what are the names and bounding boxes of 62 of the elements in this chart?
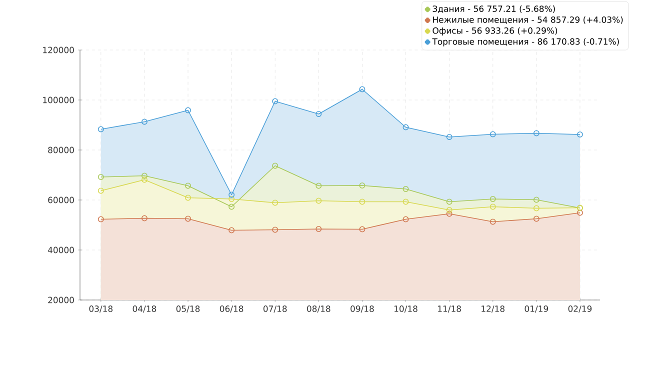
y-tick-label: 40000 — [48, 246, 74, 254]
x-tick-label: 05/18 — [176, 306, 200, 313]
point — [185, 107, 192, 114]
point — [446, 207, 452, 213]
point — [141, 215, 148, 222]
point — [359, 198, 366, 205]
point — [185, 216, 192, 222]
point — [228, 227, 235, 234]
legend-label: Офисы - 56 933.26 (+0.29%) — [432, 27, 558, 36]
x-tick-label: 11/18 — [438, 306, 461, 313]
point — [316, 198, 322, 204]
x-tick-label: 07/18 — [263, 306, 287, 313]
point — [446, 210, 452, 217]
x-tick-label: 12/18 — [482, 306, 504, 313]
point — [533, 130, 540, 136]
point — [533, 196, 540, 203]
point — [402, 216, 409, 222]
x-tick-label: 09/18 — [350, 306, 374, 313]
point — [533, 205, 540, 212]
point — [316, 226, 322, 232]
point — [402, 186, 409, 192]
point — [228, 192, 235, 198]
point — [185, 194, 192, 201]
point — [272, 200, 278, 206]
point — [446, 198, 452, 205]
y-tick-label: 100000 — [43, 96, 74, 104]
y-tick-label: 60000 — [48, 196, 74, 204]
legend-label: Торговые помещения - 86 170.83 (-0.71%) — [432, 38, 619, 46]
point — [402, 124, 409, 130]
y-tick-label: 120000 — [43, 46, 74, 54]
x-tick-label: 10/18 — [394, 306, 418, 313]
legend-label: Нежилые помещения - 54 857.29 (+4.03%) — [433, 16, 623, 24]
point — [490, 131, 496, 138]
point — [141, 118, 148, 125]
x-tick-label: 06/18 — [220, 306, 244, 313]
point — [185, 182, 192, 189]
x-tick-label: 03/18 — [89, 306, 113, 313]
point — [359, 86, 366, 92]
point — [446, 134, 452, 140]
point — [533, 216, 540, 222]
y-tick-label: 20000 — [48, 296, 74, 304]
x-tick-label: 01/19 — [524, 306, 548, 313]
point — [316, 182, 322, 189]
point — [228, 204, 235, 210]
y-tick-label: 80000 — [48, 146, 74, 154]
point — [359, 182, 366, 188]
point — [359, 226, 366, 232]
legend-label: Здания - 56 757.21 (-5.68%) — [432, 5, 555, 14]
point — [141, 172, 148, 179]
point — [402, 198, 409, 205]
point — [141, 176, 148, 183]
point — [490, 196, 496, 202]
point — [272, 226, 278, 233]
point — [272, 98, 278, 104]
point — [490, 218, 496, 225]
point — [272, 162, 278, 169]
point — [490, 204, 496, 210]
x-tick-label: 04/18 — [132, 306, 156, 313]
x-tick-label: 02/19 — [568, 306, 592, 313]
point — [228, 196, 235, 202]
x-tick-label: 08/18 — [307, 306, 330, 313]
point — [316, 111, 322, 117]
